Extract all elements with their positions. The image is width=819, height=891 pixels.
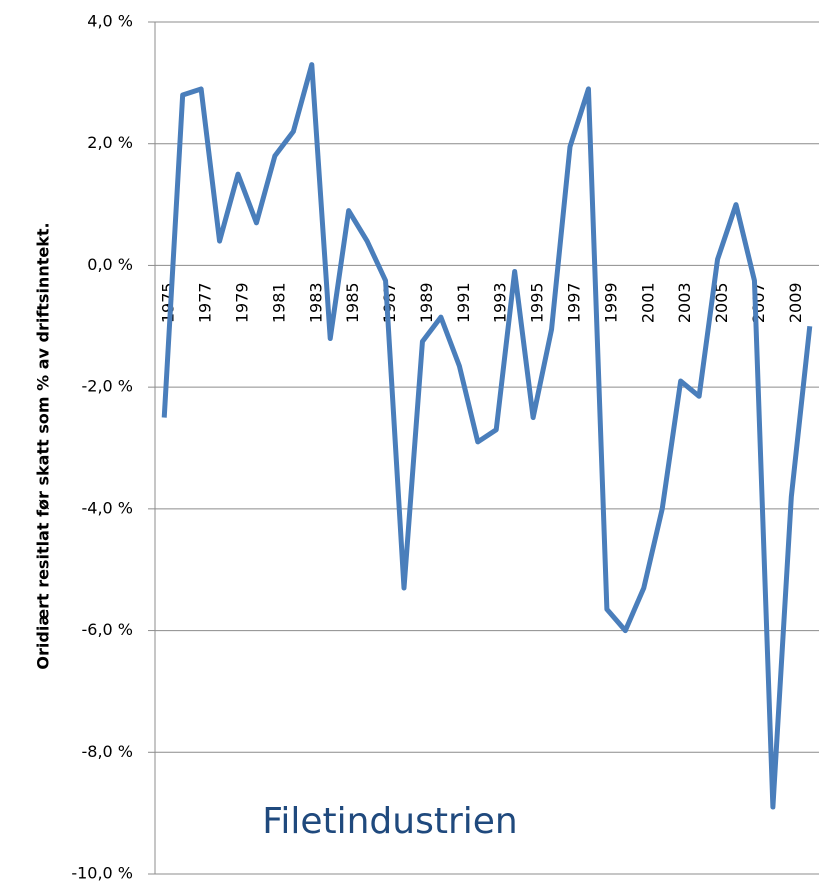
x-tick-label: 1997 xyxy=(565,282,584,323)
x-tick-label: 1999 xyxy=(601,282,620,323)
x-tick-label: 1991 xyxy=(454,282,473,323)
x-tick-label: 1981 xyxy=(269,282,288,323)
x-tick-label: 2001 xyxy=(638,282,657,323)
x-tick-label: 1985 xyxy=(343,282,362,323)
x-tick-label: 1995 xyxy=(528,282,547,323)
y-tick-label: -6,0 % xyxy=(81,620,133,639)
x-tick-label: 1977 xyxy=(196,282,215,323)
x-tick-label: 2003 xyxy=(675,282,694,323)
x-tick-label: 1979 xyxy=(233,282,252,323)
x-tick-label: 2009 xyxy=(786,282,805,323)
y-tick-label: 2,0 % xyxy=(87,133,133,152)
annotation: Filetindustrien xyxy=(262,801,517,842)
y-axis-label: Oridiært resitlat før skatt som % av dri… xyxy=(34,222,53,669)
x-tick-label: 1989 xyxy=(417,282,436,323)
y-tick-label: -8,0 % xyxy=(81,742,133,761)
x-tick-label: 1983 xyxy=(306,282,325,323)
y-tick-label: 4,0 % xyxy=(87,12,133,31)
line xyxy=(161,62,813,810)
y-tick-label: -4,0 % xyxy=(81,498,133,517)
y-tick-label: -2,0 % xyxy=(81,377,133,396)
x-tick-label: 2007 xyxy=(749,282,768,323)
y-tick-label: 0,0 % xyxy=(87,255,133,274)
x-tick-label: 2005 xyxy=(712,282,731,323)
x-tick-label: 1993 xyxy=(491,282,510,323)
y-tick-label: -10,0 % xyxy=(71,864,133,883)
